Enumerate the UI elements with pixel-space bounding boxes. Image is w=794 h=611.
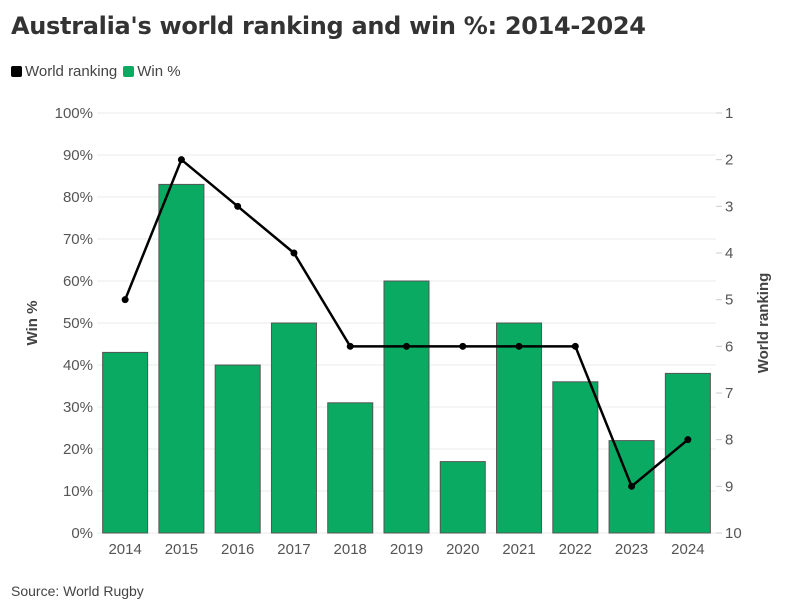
x-tick-label: 2014 [108,541,141,558]
ranking-point-2019 [403,342,410,350]
y2-axis-title: World ranking [755,273,772,374]
x-tick-label: 2024 [671,541,704,558]
bar-2015 [158,183,205,534]
bar-2016 [214,364,261,534]
ranking-point-2015 [177,156,185,164]
y-tick-label: 70% [63,231,93,248]
y-tick-label: 0% [71,525,93,542]
y-tick-label: 90% [63,147,93,164]
x-tick-label: 2015 [165,541,198,558]
y2-tick-label: 6 [725,338,733,355]
ranking-point-2016 [234,202,242,210]
legend-label-win-pct: Win % [137,63,181,80]
ranking-point-2021 [515,342,523,350]
y-tick-label: 50% [63,315,93,332]
ranking-line [121,156,692,490]
x-tick-label: 2016 [221,541,254,558]
ranking-point-2014 [121,296,129,304]
bars [102,183,711,534]
bar-2022 [552,381,599,534]
source-note: Source: World Rugby [11,583,144,599]
bar-2017 [270,322,317,534]
x-tick-label: 2021 [502,541,535,558]
bar-2021 [496,322,543,534]
y2-tick-label: 3 [725,198,733,215]
bar-2014 [102,351,149,534]
legend-swatch-win-pct [123,66,135,77]
y2-tick-label: 9 [725,478,733,495]
chart-title: Australia's world ranking and win %: 201… [11,12,646,40]
left-axis-ticks: 0% 10% 20% 30% 40% 50% 60% 70% 80% 90% 100% [55,105,93,542]
y2-tick-label: 2 [725,152,733,169]
ranking-point-2023 [628,482,636,490]
bar-2019 [383,280,430,534]
y2-tick-label: 1 [725,105,733,122]
x-tick-label: 2019 [390,541,423,558]
legend-item-win-pct: Win % [123,63,181,80]
bar-2020 [439,461,486,534]
y2-tick-label: 7 [725,385,733,402]
legend-swatch-world-ranking [11,66,22,77]
y2-tick-label: 4 [725,245,733,262]
x-tick-label: 2017 [277,541,310,558]
bar-2018 [327,402,374,534]
x-axis-ticks: 2014 2015 2016 2017 2018 2019 2020 2021 2022 2023… [108,541,704,558]
y-tick-label: 80% [63,189,93,206]
y-axis-title: Win % [24,301,41,346]
y-tick-label: 100% [55,105,93,122]
y-tick-label: 40% [63,357,93,374]
ranking-point-2024 [684,436,692,444]
x-tick-label: 2023 [615,541,648,558]
y-tick-label: 10% [63,483,93,500]
y2-tick-label: 10 [725,525,742,542]
right-axis-ticks: 1 2 3 4 5 6 7 8 9 10 [716,105,742,542]
ranking-point-2017 [290,249,298,257]
ranking-point-2018 [346,342,354,350]
x-tick-label: 2018 [334,541,367,558]
ranking-point-2020 [459,342,467,350]
x-tick-label: 2020 [446,541,479,558]
legend-label-world-ranking: World ranking [25,63,118,80]
legend: World ranking Win % [11,63,187,80]
y-tick-label: 30% [63,399,93,416]
legend-item-world-ranking: World ranking [11,63,117,80]
y-tick-label: 60% [63,273,93,290]
y2-tick-label: 5 [725,292,733,309]
y-tick-label: 20% [63,441,93,458]
x-tick-label: 2022 [559,541,592,558]
ranking-point-2022 [571,342,579,350]
y2-tick-label: 8 [725,432,733,449]
